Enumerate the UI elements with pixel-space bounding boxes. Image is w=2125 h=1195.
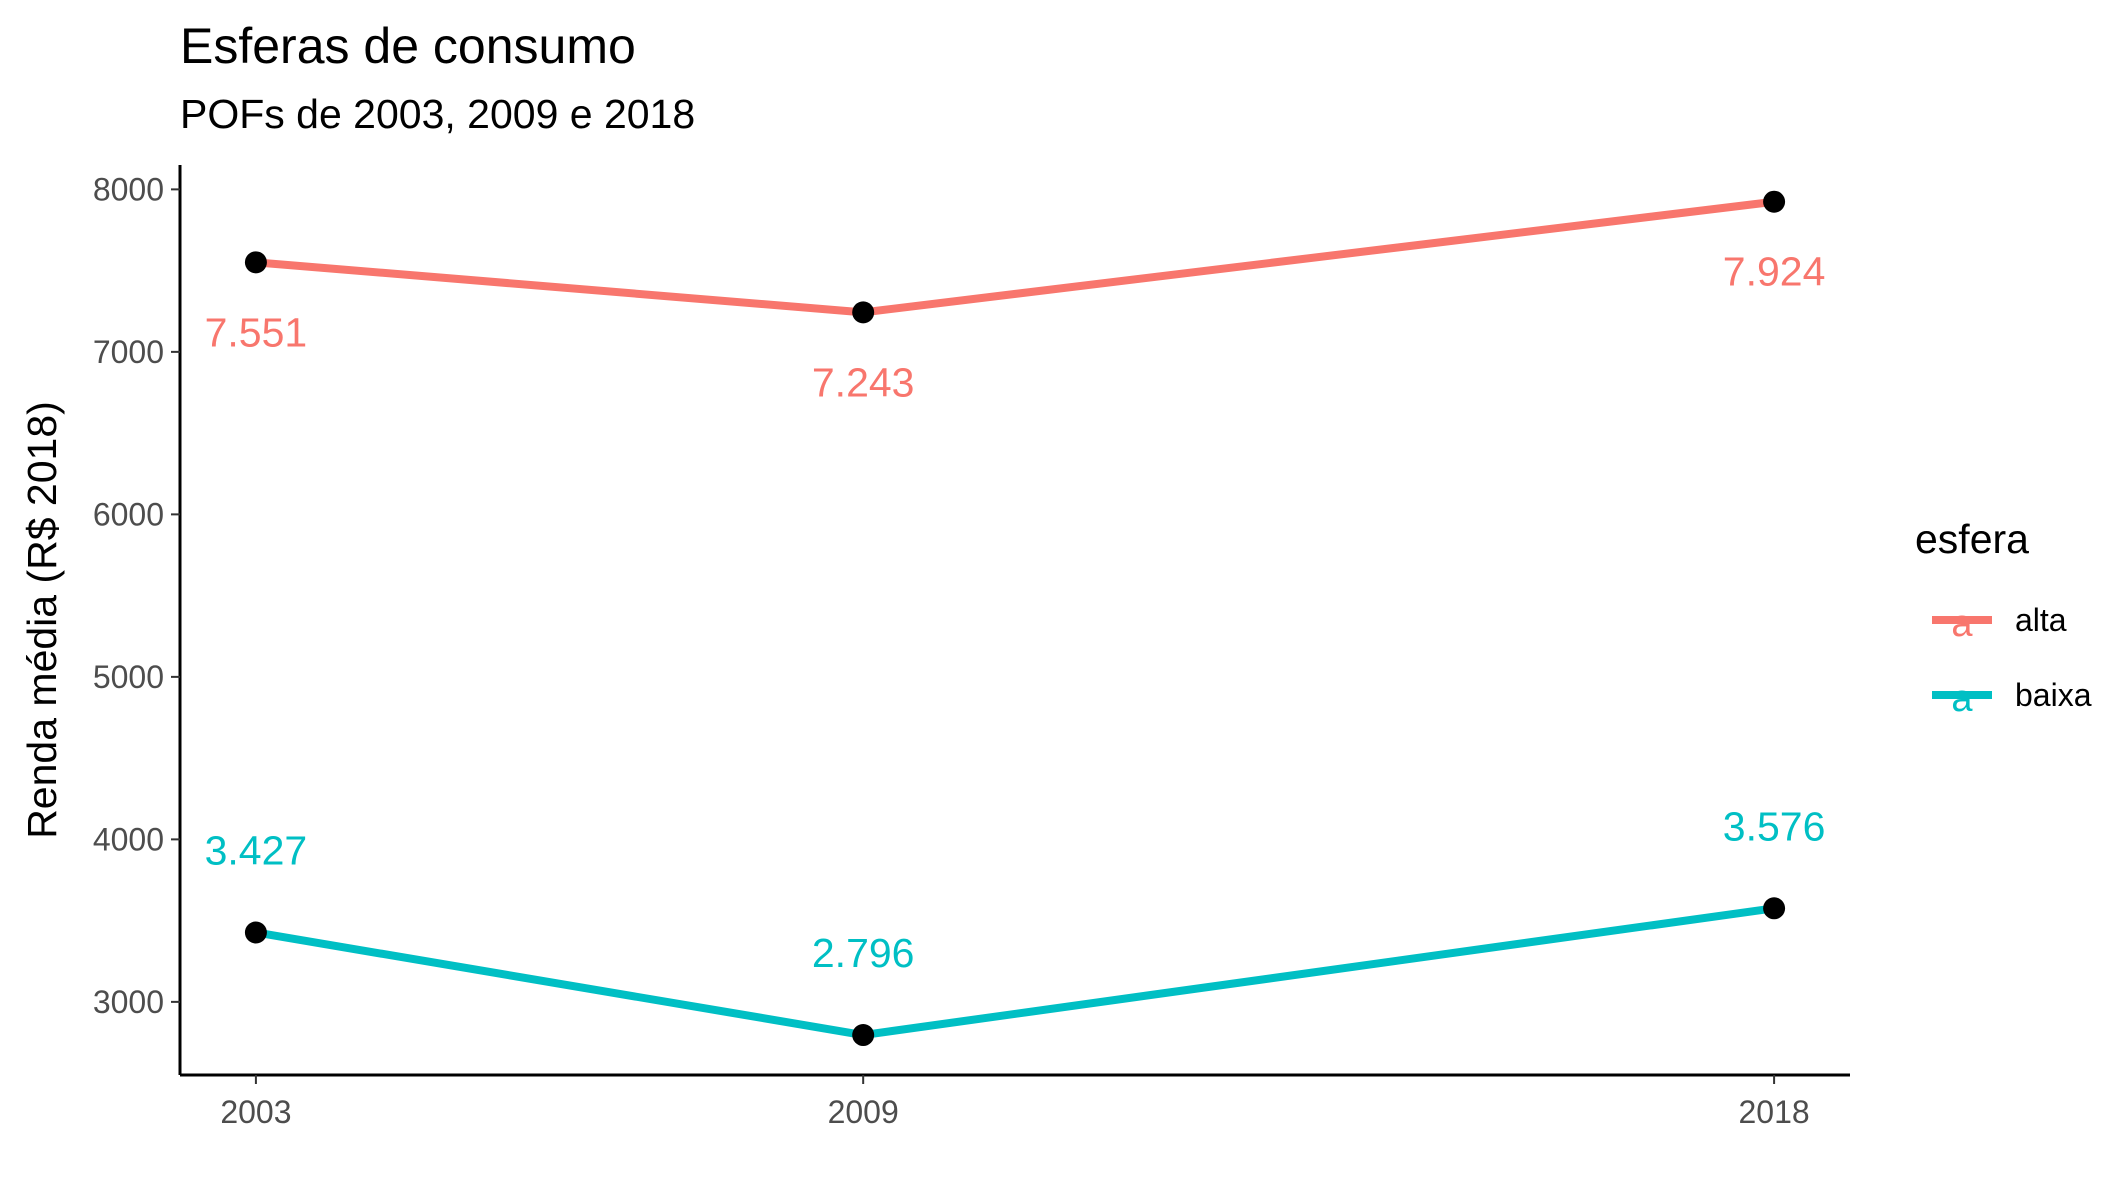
legend-key-glyph-alta: a [1951, 603, 1973, 645]
series-line-alta [255, 197, 1775, 317]
data-point-alta [244, 251, 267, 274]
data-point-baixa [244, 921, 267, 944]
legend-title: esfera [1915, 516, 2029, 562]
axes: 3000 4000 5000 6000 7000 8000 2003 2009 2018 [93, 165, 1850, 1130]
legend-label-alta: alta [2015, 602, 2067, 638]
legend-key-glyph-baixa: a [1951, 678, 1973, 720]
y-tick-label: 4000 [93, 821, 164, 857]
series-line-baixa [255, 904, 1775, 1040]
series-lines [255, 197, 1775, 1040]
data-label-baixa: 3.427 [205, 827, 308, 873]
data-point-baixa [852, 1024, 875, 1047]
data-point-alta [852, 301, 875, 324]
data-point-baixa [1763, 897, 1786, 920]
data-label-alta: 7.924 [1723, 249, 1826, 295]
y-tick-label: 5000 [93, 659, 164, 695]
legend: esfera a alta a baixa [1915, 516, 2092, 720]
data-label-baixa: 2.796 [812, 930, 915, 976]
data-point-alta [1763, 190, 1786, 213]
y-tick-label: 6000 [93, 496, 164, 532]
x-tick-label: 2009 [828, 1094, 899, 1130]
chart-title: Esferas de consumo [180, 18, 636, 74]
legend-label-baixa: baixa [2015, 677, 2092, 713]
y-tick-label: 8000 [93, 171, 164, 207]
data-label-alta: 7.243 [812, 359, 915, 405]
data-label-baixa: 3.576 [1723, 803, 1826, 849]
y-axis-label: Renda média (R$ 2018) [19, 401, 65, 839]
x-tick-label: 2018 [1738, 1094, 1809, 1130]
chart-subtitle: POFs de 2003, 2009 e 2018 [180, 91, 695, 137]
y-tick-label: 3000 [93, 984, 164, 1020]
y-tick-label: 7000 [93, 334, 164, 370]
data-label-alta: 7.551 [205, 309, 308, 355]
x-tick-label: 2003 [220, 1094, 291, 1130]
series-points [244, 190, 1786, 1047]
data-labels: 7.551 7.243 7.924 3.427 2.796 3.576 [205, 249, 1826, 976]
